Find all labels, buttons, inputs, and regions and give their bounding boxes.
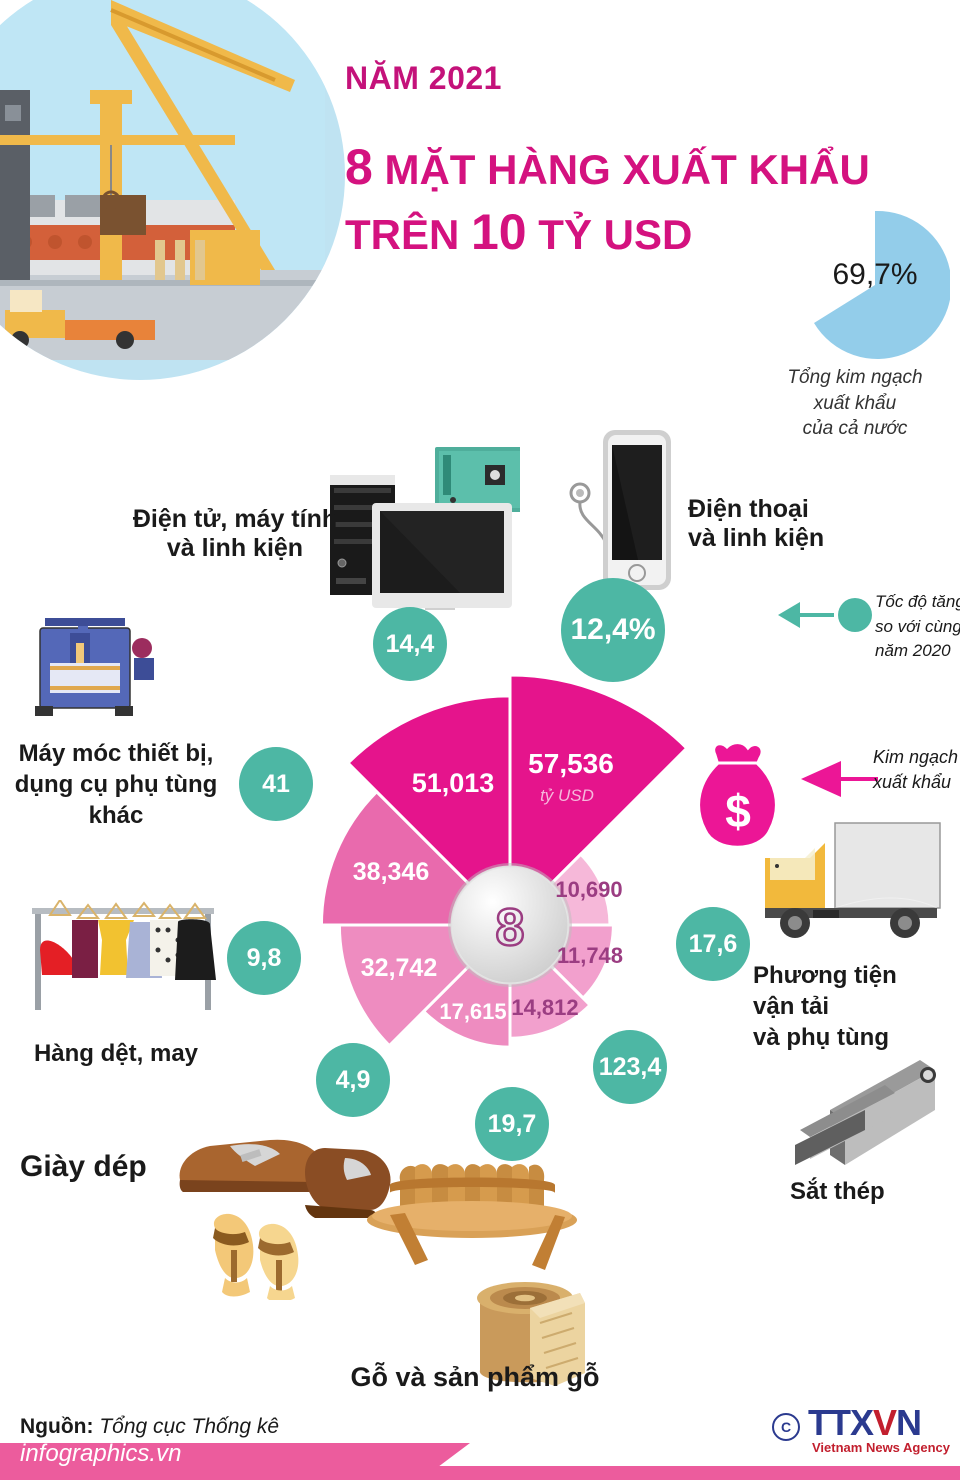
svg-text:38,346: 38,346 <box>353 858 429 886</box>
svg-text:17,615: 17,615 <box>439 999 506 1024</box>
svg-text:tỷ USD: tỷ USD <box>540 786 594 805</box>
svg-text:$: $ <box>725 785 751 837</box>
svg-text:8: 8 <box>496 899 525 957</box>
svg-text:10,690: 10,690 <box>555 877 622 902</box>
svg-text:11,748: 11,748 <box>557 943 623 968</box>
svg-text:51,013: 51,013 <box>412 768 495 798</box>
svg-text:57,536: 57,536 <box>528 748 614 779</box>
svg-text:32,742: 32,742 <box>361 954 437 982</box>
svg-text:14,812: 14,812 <box>511 995 578 1020</box>
